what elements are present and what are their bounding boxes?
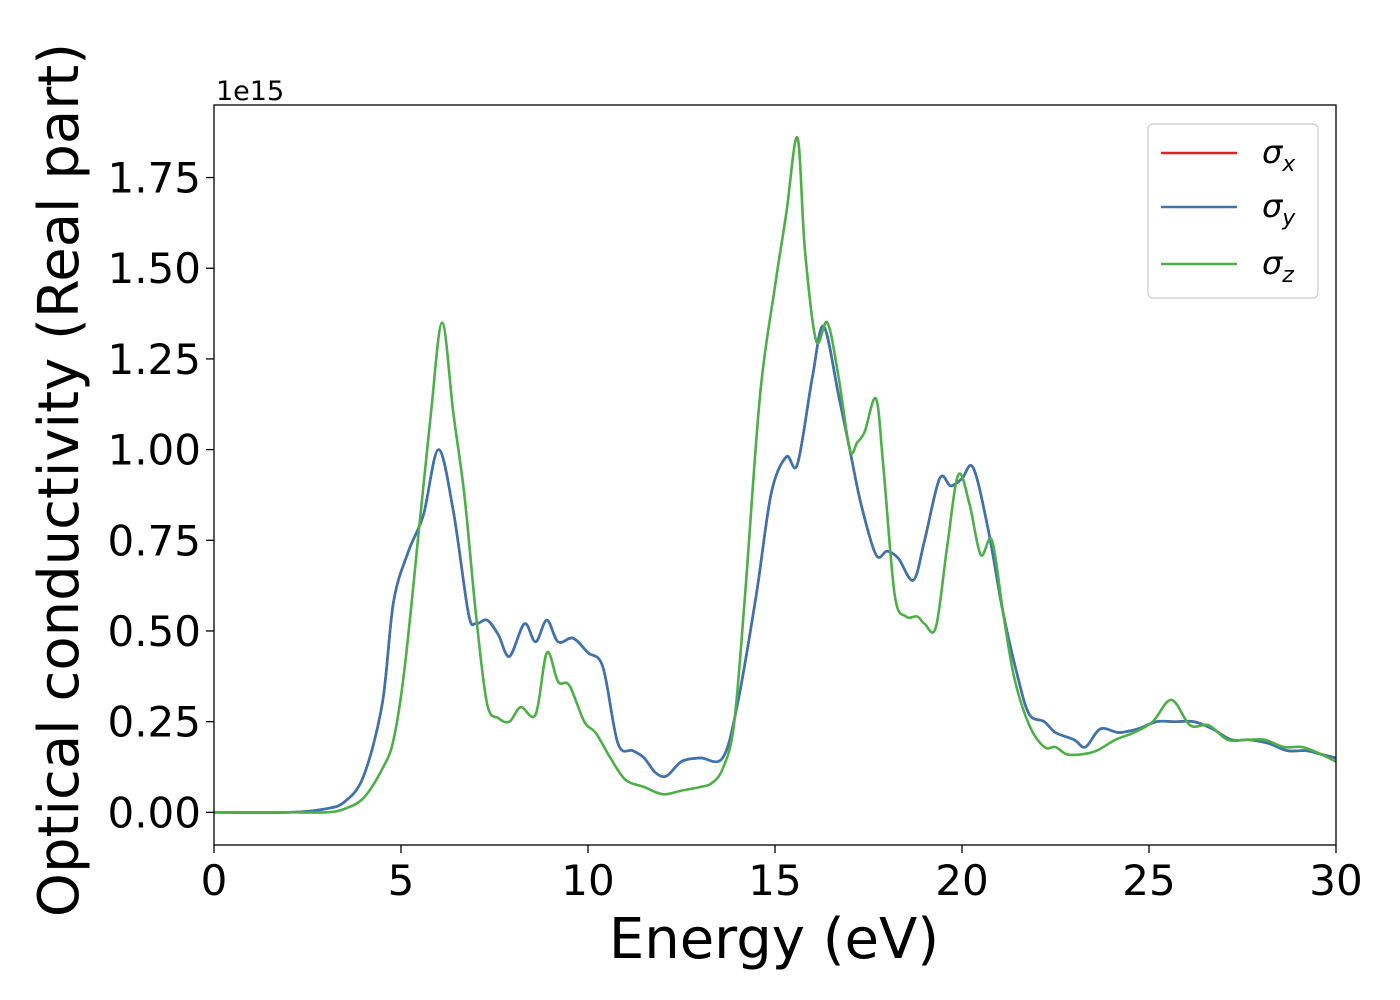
series-line-z bbox=[214, 136, 1336, 814]
legend-subscript: z bbox=[1281, 263, 1294, 288]
legend-subscript: y bbox=[1281, 206, 1296, 231]
y-tick-label: 1.25 bbox=[107, 335, 201, 384]
y-axis-label: Optical conductivity (Real part) bbox=[27, 43, 92, 917]
x-tick-label: 30 bbox=[1309, 856, 1362, 905]
legend-subscript: x bbox=[1281, 152, 1296, 177]
series-layer bbox=[214, 136, 1336, 814]
x-axis-label: Energy (eV) bbox=[609, 907, 939, 972]
legend-label-z: σz bbox=[1262, 244, 1294, 288]
y-tick-label: 0.25 bbox=[107, 698, 201, 747]
x-tick-label: 20 bbox=[935, 856, 988, 905]
y-tick-label: 1.50 bbox=[107, 244, 201, 293]
legend-symbol: σ bbox=[1262, 244, 1284, 282]
y-tick-label: 0.75 bbox=[107, 516, 201, 565]
y-axis-offset-label: 1e15 bbox=[216, 76, 284, 107]
legend-symbol: σ bbox=[1262, 133, 1284, 171]
x-tick-label: 0 bbox=[201, 856, 228, 905]
x-tick-label: 5 bbox=[388, 856, 415, 905]
series-line-x bbox=[214, 324, 1336, 814]
legend-label-y: σy bbox=[1262, 187, 1296, 231]
x-tick-label: 25 bbox=[1122, 856, 1175, 905]
legend-label-x: σx bbox=[1262, 133, 1296, 177]
y-tick-label: 1.75 bbox=[107, 154, 201, 203]
x-tick-label: 10 bbox=[561, 856, 614, 905]
series-line-y bbox=[214, 324, 1336, 814]
y-tick-label: 0.50 bbox=[107, 607, 201, 656]
x-axis-ticks: 0 5 10 15 20 25 30 bbox=[201, 845, 1363, 905]
y-tick-label: 1.00 bbox=[107, 426, 201, 475]
x-tick-label: 15 bbox=[748, 856, 801, 905]
legend-symbol: σ bbox=[1262, 187, 1284, 225]
y-tick-label: 0.00 bbox=[107, 788, 201, 837]
legend-box bbox=[1147, 123, 1319, 299]
y-axis-ticks: 0.00 0.25 0.50 0.75 1.00 1.25 1.50 1.75 bbox=[107, 154, 214, 837]
